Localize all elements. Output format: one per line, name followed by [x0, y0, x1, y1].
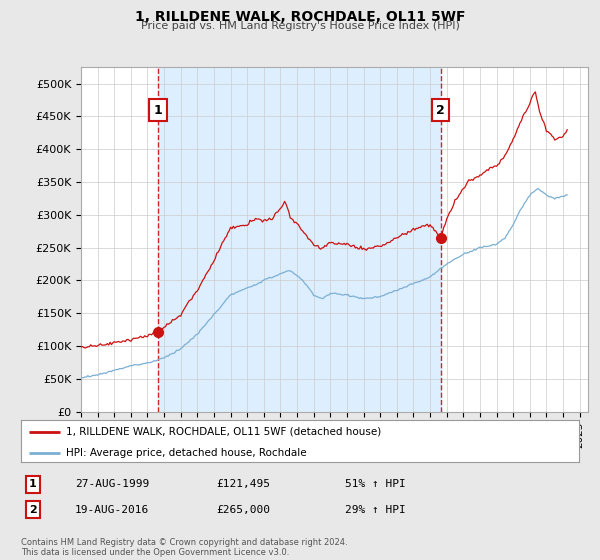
Bar	[158, 67, 440, 412]
Text: 51% ↑ HPI: 51% ↑ HPI	[345, 479, 406, 489]
Text: 29% ↑ HPI: 29% ↑ HPI	[345, 505, 406, 515]
Text: 1: 1	[154, 104, 163, 116]
Text: Price paid vs. HM Land Registry's House Price Index (HPI): Price paid vs. HM Land Registry's House …	[140, 21, 460, 31]
Text: 1: 1	[29, 479, 37, 489]
Text: £121,495: £121,495	[216, 479, 270, 489]
Text: 27-AUG-1999: 27-AUG-1999	[75, 479, 149, 489]
Text: 1, RILLDENE WALK, ROCHDALE, OL11 5WF (detached house): 1, RILLDENE WALK, ROCHDALE, OL11 5WF (de…	[65, 427, 381, 437]
Text: Contains HM Land Registry data © Crown copyright and database right 2024.
This d: Contains HM Land Registry data © Crown c…	[21, 538, 347, 557]
Text: 19-AUG-2016: 19-AUG-2016	[75, 505, 149, 515]
Text: 2: 2	[29, 505, 37, 515]
Text: HPI: Average price, detached house, Rochdale: HPI: Average price, detached house, Roch…	[65, 448, 306, 458]
Text: £265,000: £265,000	[216, 505, 270, 515]
Text: 1, RILLDENE WALK, ROCHDALE, OL11 5WF: 1, RILLDENE WALK, ROCHDALE, OL11 5WF	[135, 10, 465, 24]
Text: 2: 2	[436, 104, 445, 116]
